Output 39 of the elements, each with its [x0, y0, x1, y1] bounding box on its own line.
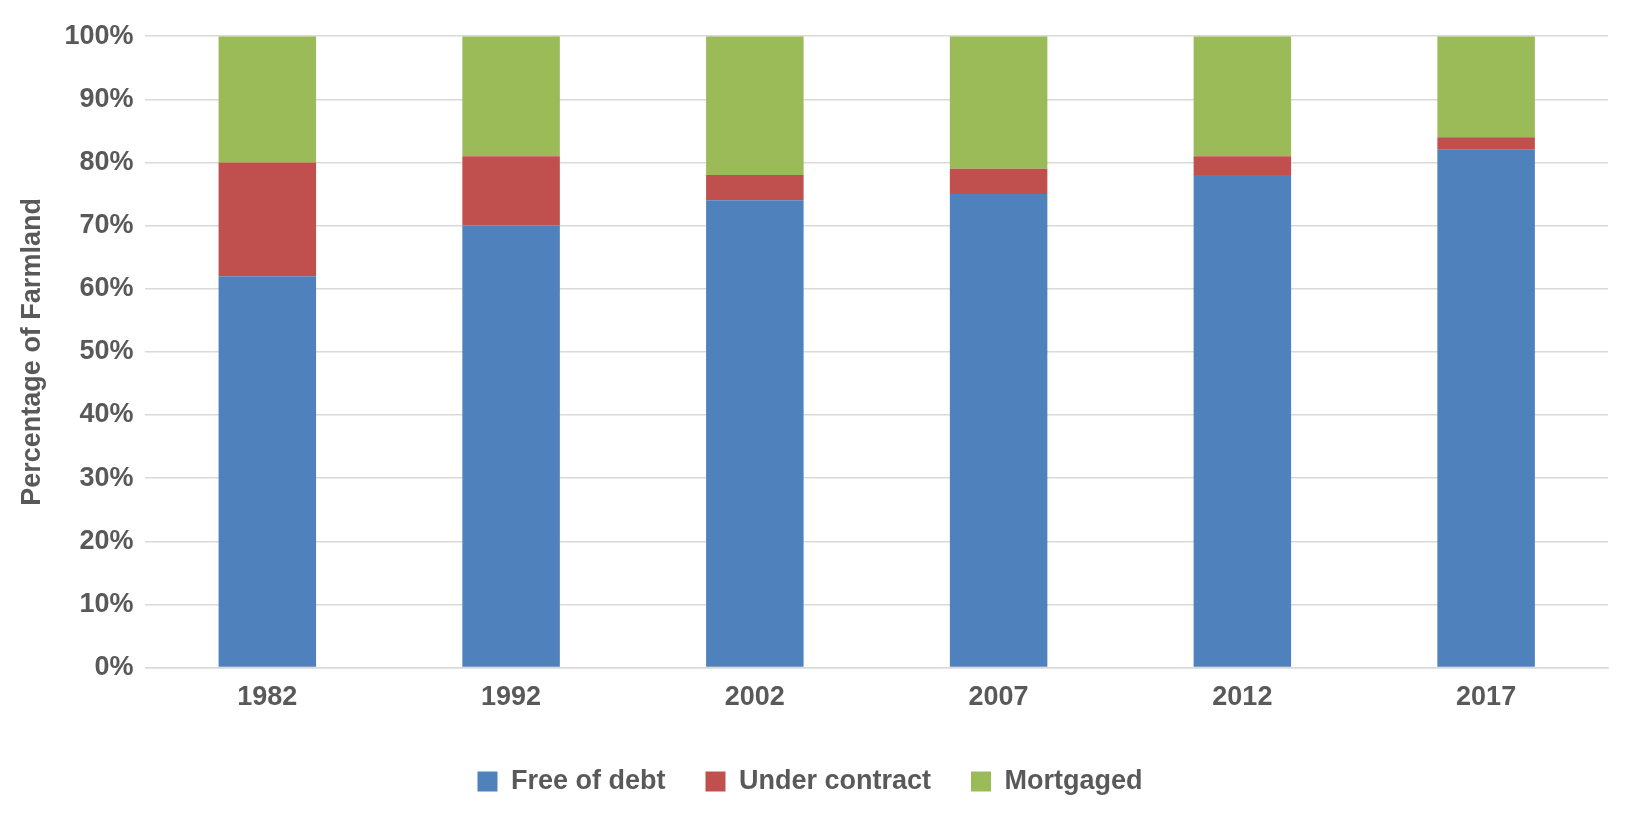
bar [462, 36, 560, 157]
bar [218, 36, 317, 163]
y-axis-title: Percentage of Farmland [15, 198, 46, 506]
bar [1193, 175, 1292, 667]
legend-label: Free of debt [510, 764, 666, 795]
bar [1437, 36, 1535, 138]
y-tick-label: 90% [79, 82, 134, 113]
legend-label: Under contract [738, 764, 932, 795]
y-tick-label: 60% [79, 272, 134, 303]
bar [706, 36, 804, 176]
y-tick-label: 30% [79, 461, 134, 492]
y-tick-label: 70% [79, 209, 134, 240]
y-tick-label: 0% [94, 651, 134, 682]
bar [462, 156, 560, 226]
x-tick-label: 2007 [968, 681, 1029, 712]
y-tick-label: 50% [79, 335, 134, 366]
y-tick-label: 10% [79, 587, 134, 618]
bar [706, 175, 804, 201]
x-tick-label: 1992 [481, 681, 542, 712]
bar [949, 36, 1048, 169]
legend-label: Mortgaged [1004, 764, 1143, 795]
y-tick-label: 20% [79, 524, 134, 555]
bar [1193, 156, 1292, 176]
y-tick-label: 100% [64, 19, 134, 50]
bar [949, 194, 1048, 667]
bar [218, 162, 317, 277]
x-tick-label: 1982 [237, 681, 298, 712]
bar [1193, 36, 1292, 157]
bar [706, 200, 804, 667]
bar [949, 168, 1048, 195]
y-tick-label: 80% [79, 145, 134, 176]
y-tick-label: 40% [79, 398, 134, 429]
bar [1437, 137, 1535, 150]
x-tick-label: 2012 [1212, 681, 1273, 712]
x-tick-label: 2002 [724, 681, 785, 712]
bar [462, 225, 560, 667]
bar [218, 276, 317, 667]
x-tick-label: 2017 [1456, 681, 1517, 712]
bar [1437, 149, 1535, 667]
